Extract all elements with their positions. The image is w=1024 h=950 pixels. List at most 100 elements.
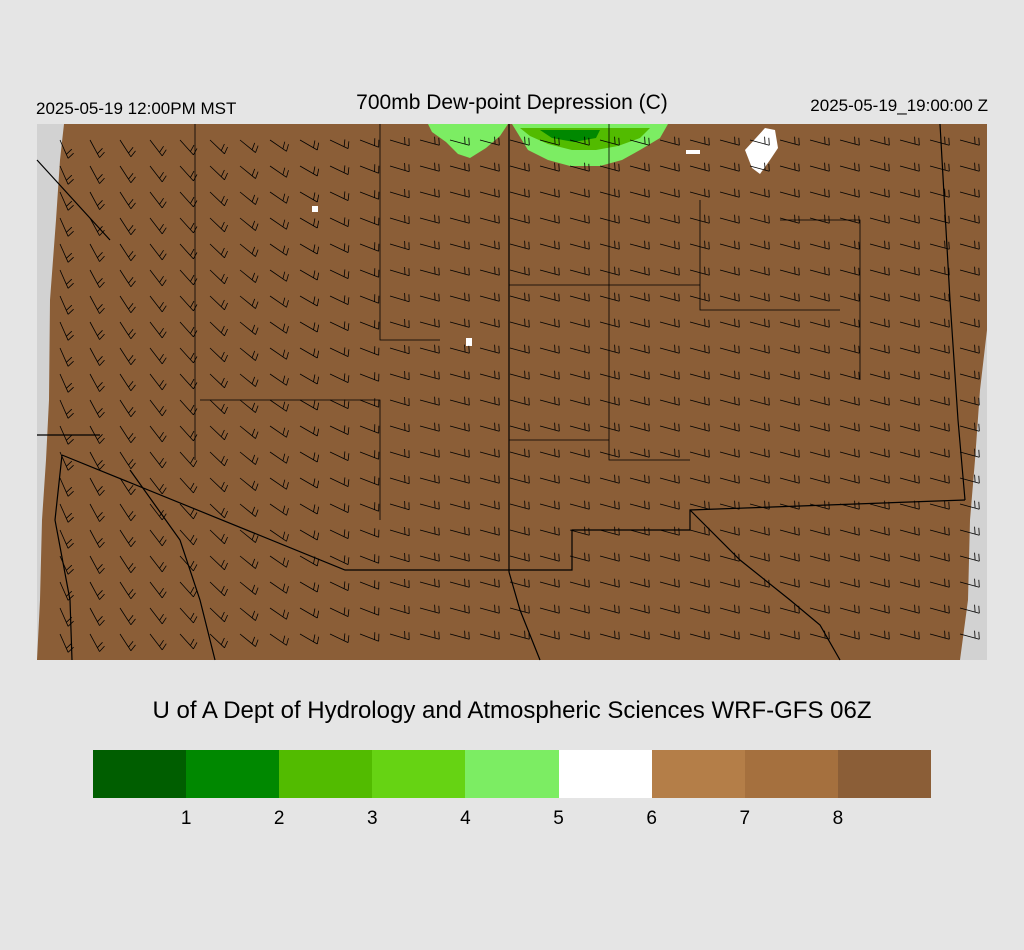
wind-barb <box>959 344 980 354</box>
wind-barb <box>719 422 740 432</box>
wind-barb <box>119 581 136 600</box>
wind-barb <box>209 529 228 545</box>
wind-barb <box>779 240 800 250</box>
colorbar-swatch <box>372 750 466 798</box>
wind-barb <box>89 503 105 522</box>
wind-barb <box>659 396 680 406</box>
wind-barb <box>389 500 410 511</box>
wind-barb <box>659 318 680 328</box>
wind-barb <box>749 448 770 458</box>
wind-barb <box>449 552 470 562</box>
wind-barb <box>809 136 830 146</box>
wind-barb <box>839 370 860 380</box>
wind-barb <box>569 500 590 510</box>
wind-barb <box>59 321 74 341</box>
wind-barb <box>479 500 500 510</box>
wind-barb <box>749 266 770 276</box>
wind-barb <box>149 633 167 651</box>
wind-barb <box>179 399 198 416</box>
wind-barb <box>659 136 680 146</box>
wind-barb <box>719 214 740 224</box>
wind-barb <box>719 448 740 458</box>
wind-barb <box>719 630 740 640</box>
wind-barb <box>629 370 650 380</box>
wind-barb <box>239 555 259 569</box>
wind-barb <box>209 139 228 155</box>
wind-barb <box>509 526 530 536</box>
wind-barb <box>239 217 259 231</box>
wind-barb <box>689 266 710 276</box>
wind-barb <box>359 476 380 486</box>
wind-barb <box>509 240 530 250</box>
wind-barb <box>119 139 136 158</box>
wind-barb <box>899 344 920 354</box>
wind-barb <box>389 474 410 485</box>
wind-barb <box>719 266 740 276</box>
wind-barb <box>329 581 350 591</box>
wind-barb <box>809 214 830 224</box>
wind-barb <box>659 292 680 302</box>
wind-barb <box>509 422 530 432</box>
wind-barb <box>659 188 680 198</box>
wind-barb <box>89 139 105 158</box>
wind-barb <box>539 318 560 328</box>
wind-barb <box>419 448 440 458</box>
wind-barb <box>809 422 830 432</box>
wind-barb <box>119 529 136 548</box>
wind-barb <box>689 474 710 484</box>
wind-barb <box>659 266 680 276</box>
wind-barb <box>689 292 710 302</box>
wind-barb <box>629 344 650 354</box>
wind-barb <box>209 165 228 181</box>
river-line <box>689 509 841 661</box>
wind-barb <box>359 138 380 148</box>
wind-barb <box>569 292 590 302</box>
wind-barb <box>269 191 289 204</box>
wind-barb <box>329 555 350 565</box>
wind-barb <box>239 529 259 543</box>
wind-barb <box>929 240 950 250</box>
wind-barb <box>869 448 890 458</box>
wind-barb <box>359 190 380 200</box>
wind-barb <box>89 633 105 652</box>
wind-barb <box>209 373 228 389</box>
wind-barb <box>59 581 74 601</box>
wind-barb <box>479 474 500 484</box>
wind-barb <box>719 526 740 536</box>
wind-barb <box>509 578 530 588</box>
wind-barb <box>239 503 259 517</box>
wind-barb <box>269 139 289 152</box>
wind-barb <box>149 503 167 521</box>
wind-barb <box>449 136 470 146</box>
wind-barb <box>89 295 105 314</box>
wind-barb <box>89 347 105 366</box>
wind-barb <box>569 630 590 640</box>
county-line <box>780 219 861 380</box>
wind-barb <box>869 370 890 380</box>
colorbar-swatch <box>837 750 931 798</box>
wind-barb <box>59 191 74 211</box>
wind-barb <box>299 165 320 177</box>
wind-barb <box>299 555 320 567</box>
wind-barb <box>89 425 105 444</box>
wind-barb <box>359 164 380 174</box>
wind-barb <box>539 396 560 406</box>
wind-barb <box>899 474 920 484</box>
wind-barb <box>539 552 560 562</box>
wind-barb <box>719 162 740 172</box>
wind-barb <box>389 214 410 225</box>
wind-barb <box>749 136 770 146</box>
wind-barb <box>959 422 980 432</box>
colorbar-swatch <box>558 750 652 798</box>
wind-barb <box>239 191 259 205</box>
wind-barb <box>509 214 530 224</box>
wind-barb <box>959 162 980 172</box>
wind-barb <box>599 604 620 614</box>
wind-barb <box>899 318 920 328</box>
wind-barb <box>149 451 167 469</box>
wind-barb <box>689 136 710 146</box>
wind-barb <box>479 292 500 302</box>
wind-barb <box>179 529 198 546</box>
wind-barb <box>149 347 167 365</box>
wind-barb <box>179 243 198 260</box>
